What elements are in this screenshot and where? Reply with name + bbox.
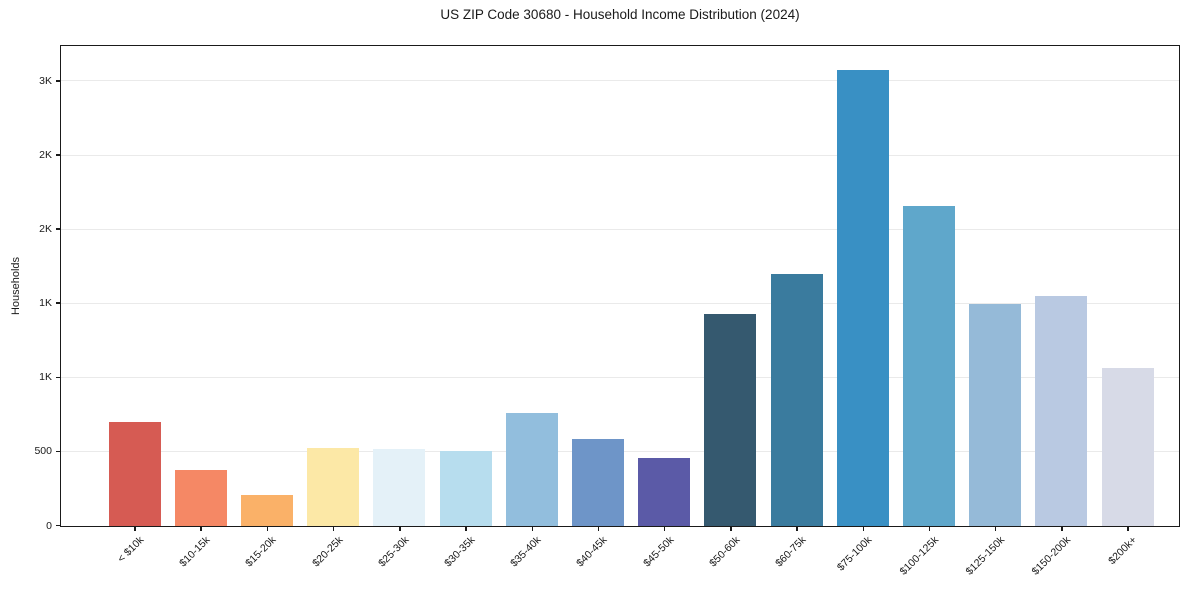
bar-35-40k [505,412,558,526]
x-tick-label: $125-150k [963,534,1008,578]
gridline [61,228,1179,230]
y-tick-label: 1K [39,371,52,384]
x-tick-label: $15-20k [243,534,279,570]
bar-75-100k [836,69,889,526]
chart-title: US ZIP Code 30680 - Household Income Dis… [440,7,800,22]
gridline [61,80,1179,82]
gridline [61,154,1179,156]
x-tick-mark [862,527,864,531]
plot-area [60,45,1180,527]
bar-10-15k [174,469,227,526]
x-tick-mark [730,527,732,531]
x-tick-label: $30-35k [442,534,478,570]
bar-45-50k [638,457,691,526]
x-tick-label: $25-30k [375,534,412,570]
x-tick-label: $60-75k [773,534,809,570]
x-tick-mark [200,527,202,531]
bar-20-25k [307,447,360,526]
y-tick-mark [56,154,60,156]
y-tick-mark [56,80,60,82]
bar-200k [1101,368,1154,526]
bar-30-35k [439,451,492,526]
bar-125-150k [969,303,1022,526]
x-tick-label: $45-50k [640,534,677,570]
x-tick-mark [994,527,997,531]
x-tick-mark [531,527,533,531]
x-tick-mark [465,527,467,531]
y-tick-mark [56,376,60,378]
x-tick-mark [134,527,136,531]
x-tick-label: $75-100k [835,534,875,574]
x-tick-label: $100-125k [897,534,941,578]
x-tick-mark [663,527,666,531]
x-tick-mark [332,527,335,531]
bar-10k [108,421,161,526]
y-tick-mark [56,450,60,453]
gridline [61,302,1179,304]
y-tick-mark [56,302,60,304]
x-tick-label: $10-15k [177,534,213,570]
x-tick-mark [597,527,600,531]
bar-60-75k [770,274,823,526]
x-tick-mark [796,527,798,531]
x-tick-label: $40-45k [574,534,610,570]
gridline [61,376,1179,378]
y-tick-label: 500 [34,445,52,458]
x-tick-mark [928,527,931,531]
x-tick-label: $35-40k [508,534,544,570]
y-tick-mark [56,524,60,527]
x-tick-label: $50-60k [706,534,743,570]
y-tick-label: 0 [46,519,52,532]
x-tick-label: < $10k [115,534,147,565]
bar-150-200k [1035,295,1088,526]
x-tick-mark [399,527,401,531]
bar-50-60k [704,314,757,526]
x-tick-label: $150-200k [1029,534,1074,578]
x-tick-mark [1061,527,1063,531]
y-tick-label: 2K [39,223,52,236]
bar-40-45k [571,439,624,526]
y-tick-label: 3K [39,74,52,87]
x-tick-label: $20-25k [309,534,346,570]
bar-100-125k [902,205,955,526]
x-tick-mark [1127,527,1129,531]
x-tick-label: $200k+ [1106,534,1140,568]
y-tick-label: 1K [39,297,52,310]
y-tick-mark [56,228,60,230]
bar-15-20k [240,494,293,526]
bar-25-30k [373,448,426,526]
x-tick-mark [266,527,269,531]
y-tick-label: 2K [39,149,52,161]
